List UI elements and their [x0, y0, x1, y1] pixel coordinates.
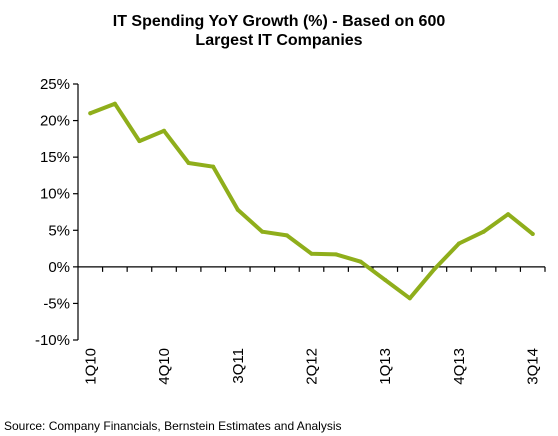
x-tick-label: 3Q11 — [230, 348, 247, 384]
x-tick-label: 2Q12 — [304, 348, 321, 385]
data-point — [506, 212, 511, 217]
x-tick-label: 4Q13 — [451, 348, 468, 385]
data-point — [358, 259, 363, 264]
chart-title: IT Spending YoY Growth (%) - Based on 60… — [0, 12, 558, 50]
y-tick-label: 20% — [40, 113, 70, 130]
chart-title-line-2: Largest IT Companies — [195, 32, 363, 49]
x-axis: 1Q10 4Q10 3Q11 2Q12 1Q13 4Q13 3Q14 — [78, 266, 546, 385]
data-point — [88, 111, 93, 116]
data-point — [112, 101, 117, 106]
x-tick-label: 1Q13 — [377, 348, 394, 385]
y-tick-label: 25% — [40, 76, 70, 93]
data-point — [383, 278, 388, 283]
y-tick-label: 10% — [40, 186, 70, 203]
data-point — [235, 207, 240, 212]
series-line — [88, 101, 535, 301]
data-point — [309, 251, 314, 256]
source-note: Source: Company Financials, Bernstein Es… — [4, 419, 342, 433]
data-point — [481, 229, 486, 234]
data-point — [260, 229, 265, 234]
x-tick-label: 1Q10 — [82, 348, 99, 385]
y-tick-label: -5% — [43, 295, 70, 312]
data-point — [456, 241, 461, 246]
y-tick-label: 0% — [48, 259, 70, 276]
chart-title-line-1: IT Spending YoY Growth (%) - Based on 60… — [112, 13, 446, 30]
y-tick-label: -10% — [35, 332, 70, 349]
data-point — [162, 128, 167, 133]
x-tick-label: 4Q10 — [156, 348, 173, 385]
y-axis: -10% -5% 0% 5% 10% 15% 20% 25% — [35, 76, 79, 349]
data-point — [211, 164, 216, 169]
y-tick-label: 15% — [40, 149, 70, 166]
data-point — [407, 296, 412, 301]
data-point — [334, 252, 339, 257]
data-point — [186, 160, 191, 165]
data-point — [137, 139, 142, 144]
series-group — [88, 101, 535, 301]
data-point — [432, 267, 437, 272]
x-tick-label: 3Q14 — [525, 348, 542, 385]
data-point — [530, 231, 535, 236]
data-point — [284, 233, 289, 238]
y-tick-label: 5% — [48, 222, 70, 239]
